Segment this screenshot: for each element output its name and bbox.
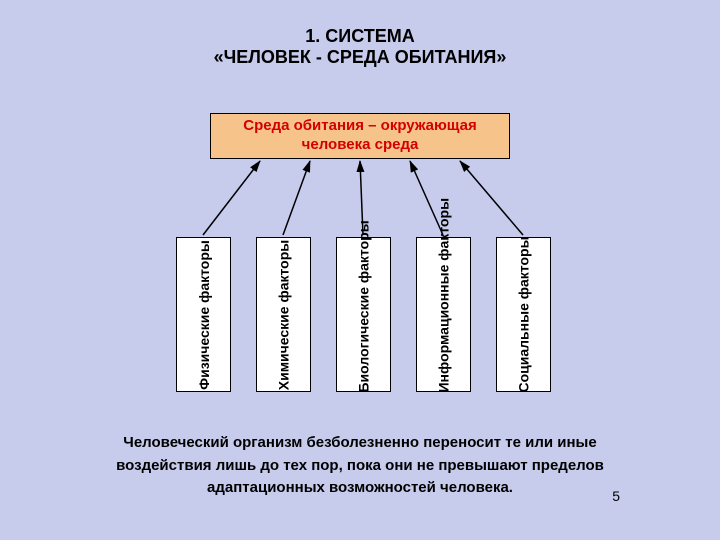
factor-label: Информационные факторы xyxy=(436,237,452,392)
environment-box-label: Среда обитания – окружающая человека сре… xyxy=(243,117,476,155)
factor-box: Биологические факторы xyxy=(336,237,391,392)
factor-label: Химические факторы xyxy=(276,239,292,390)
factor-box: Информационные факторы xyxy=(416,237,471,392)
factor-box: Социальные факторы xyxy=(496,237,551,392)
factor-label: Социальные факторы xyxy=(516,237,532,392)
page-number: 5 xyxy=(612,488,620,504)
factor-box: Физические факторы xyxy=(176,237,231,392)
slide-title: 1. СИСТЕМА «ЧЕЛОВЕК - СРЕДА ОБИТАНИЯ» xyxy=(0,26,720,68)
factor-label: Биологические факторы xyxy=(356,237,372,392)
factor-label: Физические факторы xyxy=(196,240,212,390)
factor-box: Химические факторы xyxy=(256,237,311,392)
environment-box: Среда обитания – окружающая человека сре… xyxy=(210,113,510,159)
